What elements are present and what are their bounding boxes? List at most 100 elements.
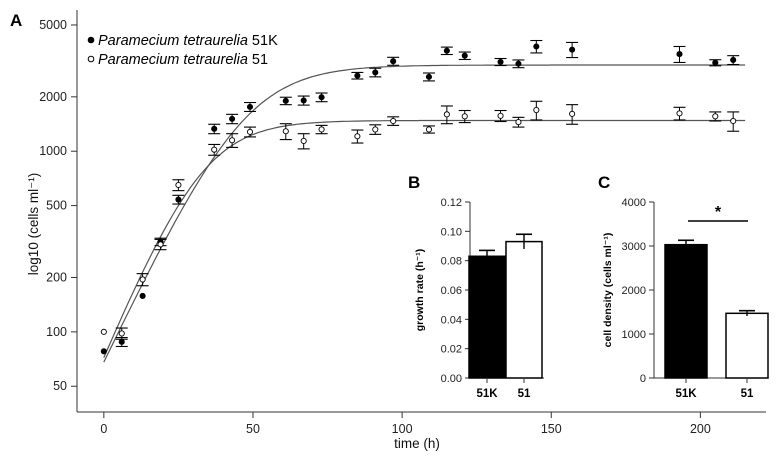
panel-c-cell-density-bars: 0 1000 2000 3000 4000 51K 51 cell density (cel… <box>602 192 769 400</box>
marker-filled <box>390 58 397 65</box>
marker-filled <box>515 60 522 67</box>
panel-a-y-tick-label: 50 <box>53 379 67 393</box>
marker-open <box>461 113 468 120</box>
data-point-51 <box>709 111 722 122</box>
panel-a-fit-curves <box>103 64 746 363</box>
marker-open <box>425 126 433 133</box>
data-point-51k <box>422 72 435 82</box>
marker-open <box>175 181 182 189</box>
marker-filled <box>118 338 125 345</box>
marker-open <box>354 133 361 140</box>
marker-open <box>569 110 576 117</box>
panel-c-y-tick-label: 2000 <box>622 285 646 297</box>
marker-filled <box>533 43 540 50</box>
legend-marker-filled <box>87 36 95 44</box>
legend-marker-open <box>87 55 95 63</box>
panel-b-bar-51 <box>505 240 543 379</box>
panel-a-axes: 50 100 200 500 1000 2000 5000 0 50 100 150 200 <box>39 10 766 436</box>
marker-open <box>118 330 125 337</box>
panel-label-c: C <box>598 173 610 192</box>
panel-c-y-axis-title: cell density (cells ml⁻¹) <box>602 233 614 348</box>
data-point-51k <box>709 59 722 67</box>
marker-open <box>318 126 325 133</box>
panel-c-category-label: 51K <box>675 388 697 400</box>
data-point-51k <box>727 55 740 66</box>
data-point-51 <box>297 133 310 150</box>
legend-item-51: Paramecium tetraurelia 51 <box>87 52 268 68</box>
marker-filled <box>730 56 737 64</box>
marker-filled <box>211 125 218 132</box>
data-point-51k <box>279 96 292 106</box>
data-point-51 <box>154 238 167 251</box>
panel-b-y-tick-label: 0.06 <box>441 285 462 297</box>
marker-filled <box>282 97 289 104</box>
panel-c-y-tick-label: 0 <box>640 373 646 385</box>
marker-open <box>211 146 218 153</box>
data-point-51 <box>422 125 435 134</box>
marker-open <box>390 117 397 125</box>
marker-open <box>676 110 683 117</box>
marker-filled <box>300 97 307 104</box>
data-point-51k <box>100 348 107 355</box>
data-point-51 <box>369 124 382 135</box>
data-point-51k <box>530 39 543 54</box>
data-point-51 <box>100 328 107 335</box>
panel-b-y-tick-label: 0.12 <box>441 197 462 209</box>
panel-a-y-tick-label: 5000 <box>39 18 67 32</box>
marker-filled <box>100 348 107 355</box>
panel-a-x-tick-label: 100 <box>392 422 413 436</box>
data-point-51 <box>226 133 239 148</box>
legend-item-51k: Paramecium tetraurelia 51K <box>87 33 278 49</box>
panel-a-y-tick-label: 1000 <box>39 144 67 158</box>
panel-label-b: B <box>408 173 420 192</box>
marker-open <box>515 119 522 126</box>
data-point-51k <box>351 71 364 80</box>
data-point-51 <box>136 273 149 287</box>
panel-b-content: 0.00 0.02 0.04 0.06 0.08 0.10 0.12 51K 51 <box>441 197 544 400</box>
data-point-51k <box>369 67 382 78</box>
marker-open <box>730 117 737 125</box>
marker-open <box>497 112 504 119</box>
data-point-51 <box>351 129 364 144</box>
panel-c-content: 0 1000 2000 3000 4000 51K 51 <box>622 197 769 400</box>
data-point-51 <box>458 109 471 124</box>
panel-a-y-tick-label: 200 <box>46 270 67 284</box>
panel-b-y-tick-label: 0.08 <box>441 256 462 268</box>
marker-open <box>157 241 164 248</box>
data-point-51 <box>243 126 256 138</box>
panel-b-y-tick-label: 0.04 <box>441 314 462 326</box>
data-point-51k <box>673 45 686 64</box>
marker-open <box>139 276 146 283</box>
marker-filled <box>461 52 468 59</box>
data-point-51k <box>208 123 221 135</box>
panel-b-growth-rate-bars: 0.00 0.02 0.04 0.06 0.08 0.10 0.12 51K 51 growth… <box>414 192 548 400</box>
data-point-51k <box>387 56 400 66</box>
marker-filled <box>175 196 182 203</box>
panel-a-fit-curve-51 <box>103 119 746 358</box>
data-point-51k <box>243 101 256 113</box>
panel-b-bar-51k <box>468 255 506 379</box>
marker-filled <box>676 51 683 58</box>
data-point-51 <box>673 106 686 121</box>
data-point-51k <box>297 95 310 106</box>
data-point-51 <box>566 104 579 125</box>
panel-a-y-axis-title: log10 (cells ml⁻¹) <box>26 173 41 275</box>
panel-c-y-tick-label: 3000 <box>622 241 646 253</box>
panel-a-y-tick-label: 2000 <box>39 90 67 104</box>
data-point-51 <box>387 116 400 126</box>
marker-filled <box>712 59 719 66</box>
data-point-51 <box>172 179 185 192</box>
legend: Paramecium tetraurelia 51K Paramecium te… <box>87 33 278 68</box>
data-point-51 <box>315 124 328 135</box>
panel-b-category-label: 51 <box>518 388 531 400</box>
data-point-51k <box>139 292 146 300</box>
marker-filled <box>425 73 433 80</box>
panel-a-y-tick-label: 100 <box>46 325 67 339</box>
panel-b-category-label: 51K <box>476 388 498 400</box>
marker-open <box>533 106 540 114</box>
marker-open <box>712 113 719 120</box>
data-point-51 <box>115 327 128 340</box>
data-point-51k <box>440 46 453 56</box>
panel-label-a: A <box>10 11 22 30</box>
